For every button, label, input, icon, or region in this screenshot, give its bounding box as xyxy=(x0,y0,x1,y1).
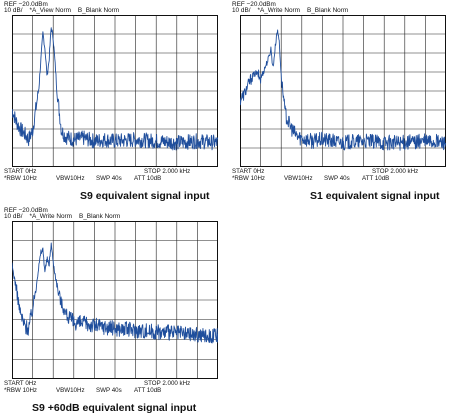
signal-trace xyxy=(12,27,218,151)
attenuation-label: ATT 10dB xyxy=(362,175,390,182)
plot-frame xyxy=(240,15,446,167)
trace-a-label: *A_View Norm xyxy=(29,7,71,14)
start-freq: START 0Hz xyxy=(232,168,265,175)
panel-caption: S9 +60dB equivalent signal input xyxy=(32,402,197,414)
header-line: 10 dB/ *A_View Norm B_Blank Norm xyxy=(4,7,126,14)
sweep-label: SWP 40s xyxy=(96,387,122,394)
scale-label: 10 dB/ xyxy=(232,7,251,14)
start-freq: START 0Hz xyxy=(4,168,37,175)
attenuation-label: ATT 10dB xyxy=(134,387,162,394)
scale-label: 10 dB/ xyxy=(4,213,23,220)
stop-freq: STOP 2.000 kHz xyxy=(144,168,191,175)
trace-a-label: *A_Write Norm xyxy=(29,213,72,220)
spectrum-plot xyxy=(12,15,218,167)
ref-level: REF −20.0dBm xyxy=(232,1,276,8)
spectrum-plot xyxy=(240,15,446,167)
ref-level: REF −20.0dBm xyxy=(4,207,48,214)
trace-a-label: *A_Write Norm xyxy=(257,7,300,14)
panel-caption: S9 equivalent signal input xyxy=(80,190,210,202)
rbw-label: *RBW 10Hz xyxy=(4,387,38,394)
vbw-label: VBW10Hz xyxy=(284,175,313,182)
plot-frame xyxy=(12,15,218,167)
ref-level: REF −20.0dBm xyxy=(4,1,48,8)
trace-b-label: B_Blank Norm xyxy=(306,7,349,14)
spectrum-plot xyxy=(12,221,218,379)
trace-b-label: B_Blank Norm xyxy=(78,213,121,220)
start-freq: START 0Hz xyxy=(4,380,37,387)
header-line: 10 dB/ *A_Write Norm B_Blank Norm xyxy=(4,213,127,220)
plot-frame xyxy=(12,221,218,379)
sweep-label: SWP 40s xyxy=(324,175,350,182)
rbw-label: *RBW 10Hz xyxy=(4,175,38,182)
panel-caption: S1 equivalent signal input xyxy=(310,190,440,202)
stop-freq: STOP 2.000 kHz xyxy=(144,380,191,387)
sweep-label: SWP 40s xyxy=(96,175,122,182)
attenuation-label: ATT 10dB xyxy=(134,175,162,182)
grid xyxy=(240,15,446,167)
scale-label: 10 dB/ xyxy=(4,7,23,14)
stop-freq: STOP 2.000 kHz xyxy=(372,168,419,175)
vbw-label: VBW10Hz xyxy=(56,387,85,394)
vbw-label: VBW10Hz xyxy=(56,175,85,182)
trace-b-label: B_Blank Norm xyxy=(77,7,120,14)
grid xyxy=(12,221,218,379)
signal-trace xyxy=(12,242,218,344)
signal-trace xyxy=(240,29,446,151)
rbw-label: *RBW 10Hz xyxy=(232,175,266,182)
header-line: 10 dB/ *A_Write Norm B_Blank Norm xyxy=(232,7,355,14)
